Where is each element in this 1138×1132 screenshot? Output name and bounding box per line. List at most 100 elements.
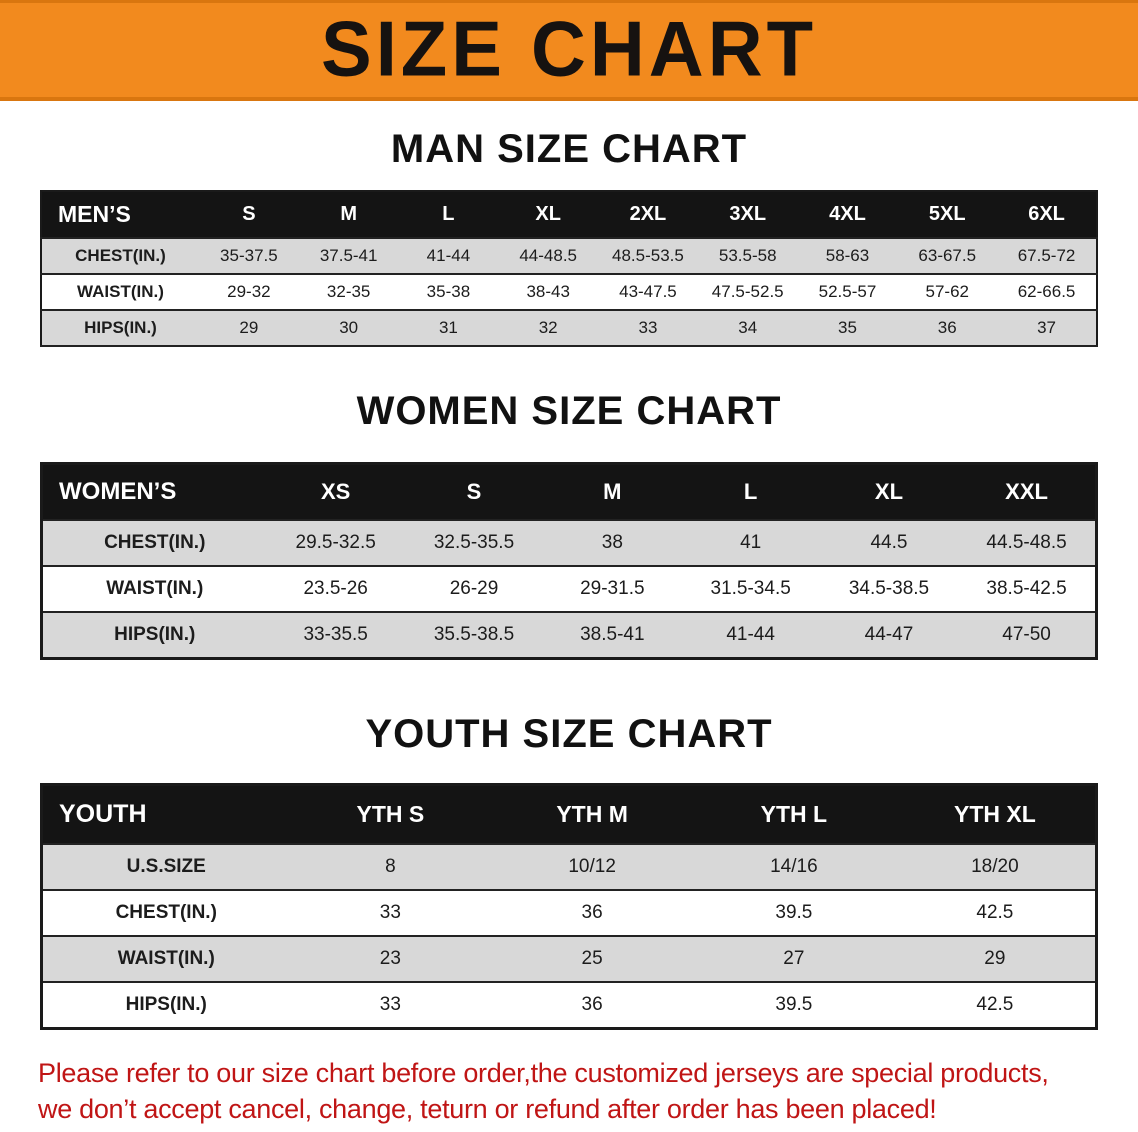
size-value-cell: 34.5-38.5 [848,578,930,599]
men-section-heading: MAN SIZE CHART [390,127,748,171]
size-value-cell: 52.5-57 [818,282,877,301]
size-value-cell: 42.5 [976,902,1014,923]
table-header-row: YOUTH YTH S YTH M YTH L YTH XL [41,784,1097,844]
size-value-cell: 58-63 [825,246,870,265]
size-value-cell: 37 [1037,318,1057,337]
table-row: CHEST(IN.) 29.5-32.5 32.5-35.5 38 41 44.5 44.5… [41,520,1097,566]
size-value-cell: 31 [438,318,458,337]
size-value-cell: 29.5-32.5 [295,532,376,553]
size-value-cell: 32 [538,318,558,337]
size-column-header: 2XL [598,191,698,238]
table-row: CHEST(IN.) 35-37.5 37.5-41 41-44 44-48.5 48.5… [41,238,1097,274]
size-value-cell: 8 [385,856,396,877]
size-value-cell: 47-50 [1002,624,1051,645]
size-value-cell: 44-47 [864,624,914,645]
size-value-cell: 44.5 [870,532,908,553]
table-row: CHEST(IN.) 33 36 39.5 42.5 [41,890,1097,936]
size-column-header: M [298,191,399,238]
row-label-cell: WAIST(IN.) [77,282,164,301]
table-row: HIPS(IN.) 33 36 39.5 42.5 [41,982,1097,1029]
size-value-cell: 41 [740,532,762,553]
table-header-row: WOMEN’S XS S M L XL XXL [41,463,1097,520]
table-title-cell: WOMEN’S [41,463,267,520]
table-row: HIPS(IN.) 29 30 31 32 33 34 35 36 37 [41,310,1097,346]
youth-table-wrap: YOUTH YTH S YTH M YTH L YTH XL U.S.SIZE 8 10/12… [0,783,1138,1030]
men-size-section: MAN SIZE CHART MEN’S S M L XL 2XL 3XL 4XL 5XL 6XL… [0,127,1138,347]
table-title-cell: MEN’S [41,191,199,238]
size-value-cell: 41-44 [426,246,471,265]
size-column-header: L [681,463,820,520]
size-column-header: S [404,463,544,520]
size-value-cell: 34 [738,318,758,337]
size-value-cell: 39.5 [775,902,813,923]
row-label-cell: CHEST(IN.) [115,902,217,923]
size-column-header: YTH L [693,784,895,844]
banner: SIZE CHART [0,0,1138,101]
disclaimer-note: Please refer to our size chart before or… [0,1056,1138,1128]
women-section-heading: WOMEN SIZE CHART [356,389,782,433]
youth-size-section: YOUTH SIZE CHART YOUTH YTH S YTH M YTH L YTH… [0,712,1138,1030]
size-column-header: XL [819,463,959,520]
note-line-2: we don’t accept cancel, change, teturn o… [38,1093,937,1124]
size-column-header: 6XL [997,191,1097,238]
size-column-header: YTH S [289,784,492,844]
table-row: HIPS(IN.) 33-35.5 35.5-38.5 38.5-41 41-44 44-… [41,612,1097,659]
size-value-cell: 38 [601,532,623,553]
size-value-cell: 42.5 [976,994,1014,1015]
size-column-header: XL [498,191,599,238]
size-column-header: YTH M [491,784,693,844]
size-column-header: 4XL [797,191,898,238]
size-value-cell: 10/12 [568,856,616,877]
size-value-cell: 43-47.5 [619,282,677,301]
size-value-cell: 33 [638,318,658,337]
size-column-header: 5XL [897,191,998,238]
size-value-cell: 38.5-42.5 [986,578,1067,599]
size-value-cell: 32.5-35.5 [433,532,515,553]
table-header-row: MEN’S S M L XL 2XL 3XL 4XL 5XL 6XL [41,191,1097,238]
size-value-cell: 29 [984,948,1006,969]
size-value-cell: 67.5-72 [1017,246,1076,265]
youth-size-table: YOUTH YTH S YTH M YTH L YTH XL U.S.SIZE 8 10/12… [40,783,1098,1030]
table-row: WAIST(IN.) 23 25 27 29 [41,936,1097,982]
row-label-cell: HIPS(IN.) [114,624,196,645]
size-value-cell: 36 [581,994,603,1015]
size-value-cell: 35-38 [426,282,471,301]
note-line-1: Please refer to our size chart before or… [38,1058,1049,1088]
size-value-cell: 23 [379,948,401,969]
size-value-cell: 62-66.5 [1017,282,1076,301]
size-value-cell: 35.5-38.5 [433,624,515,645]
size-value-cell: 39.5 [775,994,813,1015]
size-value-cell: 18/20 [971,856,1019,877]
table-title-cell: YOUTH [41,784,290,844]
size-value-cell: 29 [239,318,259,337]
size-value-cell: 36 [937,318,957,337]
row-label-cell: U.S.SIZE [126,856,206,877]
size-column-header: YTH XL [894,784,1097,844]
men-table-wrap: MEN’S S M L XL 2XL 3XL 4XL 5XL 6XL CHEST(IN.) 35-37… [0,190,1138,347]
size-value-cell: 35 [838,318,857,337]
size-value-cell: 63-67.5 [918,246,977,265]
size-value-cell: 41-44 [726,624,775,645]
size-value-cell: 33 [379,994,401,1015]
size-column-header: XS [266,463,405,520]
size-value-cell: 14/16 [770,856,818,877]
row-label-cell: CHEST(IN.) [75,246,166,265]
men-size-table: MEN’S S M L XL 2XL 3XL 4XL 5XL 6XL CHEST(IN.) 35-37… [40,190,1098,347]
size-value-cell: 23.5-26 [303,578,368,599]
women-table-wrap: WOMEN’S XS S M L XL XXL CHEST(IN.) 29.5-32.5 32.5… [0,462,1138,660]
size-value-cell: 35-37.5 [220,246,278,265]
size-column-header: XXL [958,463,1097,520]
size-value-cell: 32-35 [326,282,371,301]
size-value-cell: 31.5-34.5 [710,578,791,599]
row-label-cell: WAIST(IN.) [117,948,215,969]
women-size-table: WOMEN’S XS S M L XL XXL CHEST(IN.) 29.5-32.5 32.5… [40,462,1098,660]
row-label-cell: HIPS(IN.) [125,994,207,1015]
size-value-cell: 38-43 [526,282,570,301]
banner-title: SIZE CHART [321,6,817,93]
table-row: U.S.SIZE 8 10/12 14/16 18/20 [41,844,1097,890]
size-column-header: 3XL [697,191,798,238]
row-label-cell: CHEST(IN.) [104,532,206,553]
size-value-cell: 47.5-52.5 [711,282,784,301]
size-value-cell: 38.5-41 [580,624,645,645]
